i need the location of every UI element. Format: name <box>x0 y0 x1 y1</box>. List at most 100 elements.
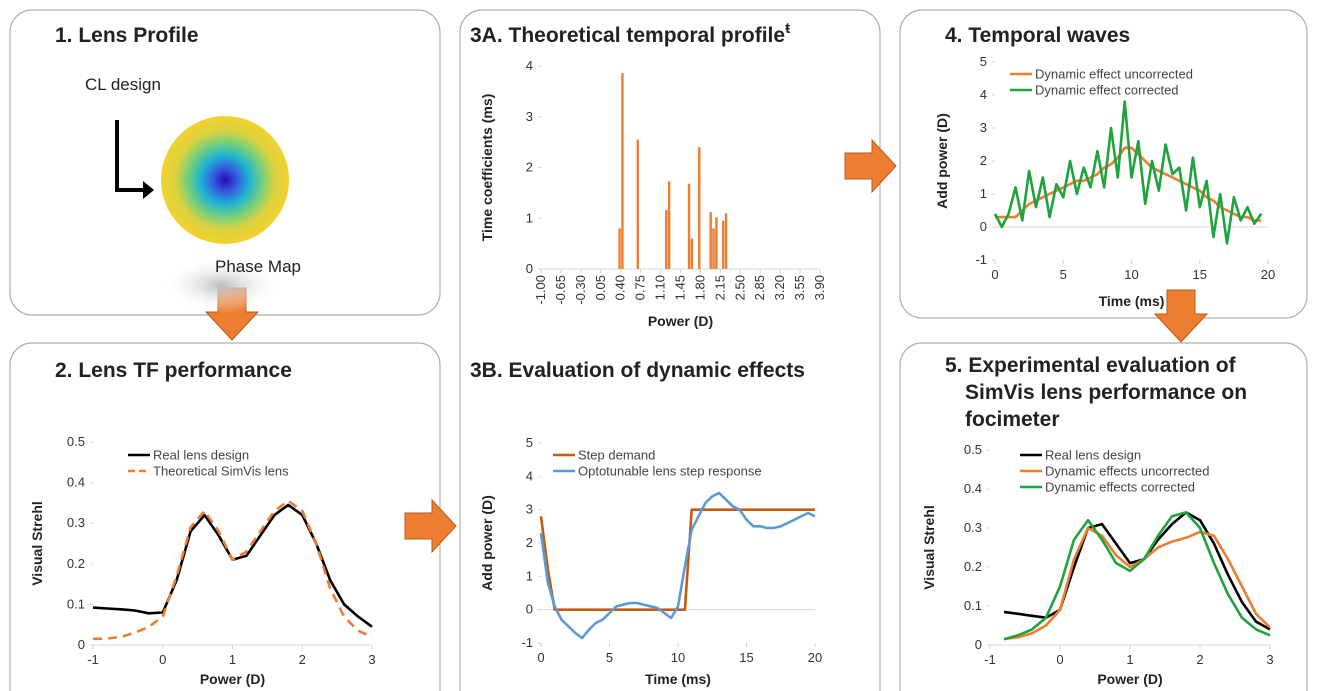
bar <box>636 139 639 269</box>
bar <box>724 213 728 269</box>
y-tick-label: 0.1 <box>964 598 982 613</box>
legend-label: Dynamic effect corrected <box>1035 83 1179 98</box>
panel-5 <box>899 342 1308 691</box>
x-tick-label: 0 <box>991 267 998 282</box>
x-tick-label: 3 <box>1266 652 1273 667</box>
y-tick-label: 1 <box>526 210 533 225</box>
panel-title: focimeter <box>965 408 1060 431</box>
y-tick-label: 3 <box>980 120 987 135</box>
legend-label: Optotunable lens step response <box>578 464 762 479</box>
y-axis-label: Visual Strehl <box>921 505 937 590</box>
y-tick-label: 0.5 <box>67 434 85 449</box>
x-tick-label: -1 <box>984 652 996 667</box>
x-tick-label: 1 <box>229 652 236 667</box>
title-text: 2. Lens TF performance <box>55 359 292 382</box>
x-tick-label: 2 <box>1196 652 1203 667</box>
y-tick-label: 2 <box>526 160 533 175</box>
y-tick-label: 0.2 <box>67 556 85 571</box>
shadow <box>162 257 282 313</box>
x-tick-label: 0 <box>159 652 166 667</box>
x-axis-label: Time (ms) <box>1099 293 1165 309</box>
y-tick-label: 3 <box>526 502 533 517</box>
x-tick-label: 0.05 <box>593 275 608 300</box>
series-line <box>539 508 815 611</box>
y-tick-label: 4 <box>980 87 987 102</box>
x-tick-label: 2.15 <box>712 275 727 300</box>
x-tick-label: 1 <box>1126 652 1133 667</box>
x-tick-label: 3.55 <box>792 275 807 300</box>
x-tick-label: -1 <box>87 652 99 667</box>
y-tick-label: 4 <box>526 468 533 483</box>
x-axis-label: Power (D) <box>648 313 713 329</box>
x-tick-label: 0 <box>537 650 544 665</box>
panel-title: 1. Lens Profile <box>55 24 199 47</box>
bar <box>618 228 621 269</box>
x-tick-label: 0.40 <box>613 275 628 300</box>
y-tick-label: 0.3 <box>67 515 85 530</box>
x-tick-label: 2 <box>299 652 306 667</box>
y-tick-label: 4 <box>526 58 533 73</box>
title-text: 4. Temporal waves <box>945 24 1130 47</box>
bar <box>687 183 691 269</box>
series-line <box>1003 526 1271 641</box>
y-tick-label: 5 <box>526 435 533 450</box>
design-label: CL design <box>85 75 161 94</box>
y-tick-label: 0.1 <box>67 596 85 611</box>
y-tick-label: 0.5 <box>964 442 982 457</box>
title-text: 3B. Evaluation of dynamic effects <box>470 359 805 382</box>
panel-title: 5. Experimental evaluation of <box>945 354 1237 377</box>
bar <box>715 217 718 269</box>
x-tick-label: -0.65 <box>553 275 568 305</box>
x-tick-label: 15 <box>739 650 753 665</box>
y-axis-label: Visual Strehl <box>29 501 45 586</box>
y-axis-label: Add power (D) <box>479 495 495 591</box>
x-tick-label: 1.45 <box>673 275 688 300</box>
bar <box>621 73 624 269</box>
panel-title: 2. Lens TF performance <box>55 359 292 382</box>
x-tick-label: 2.85 <box>752 275 767 300</box>
x-tick-label: 3 <box>368 652 375 667</box>
bar <box>722 220 725 269</box>
y-tick-label: 0.2 <box>964 559 982 574</box>
x-tick-label: 2.50 <box>732 275 747 300</box>
x-tick-label: -0.30 <box>573 275 588 305</box>
x-tick-label: 15 <box>1193 267 1207 282</box>
y-tick-label: 0 <box>526 261 533 276</box>
x-tick-label: 20 <box>1261 267 1275 282</box>
y-tick-label: 0 <box>975 637 982 652</box>
map-label: Phase Map <box>215 257 301 276</box>
phase-map <box>161 116 289 244</box>
y-tick-label: 2 <box>526 535 533 550</box>
title-mark: ŧ <box>785 20 790 37</box>
y-axis-label: Add power (D) <box>934 113 950 209</box>
y-tick-label: 0 <box>980 219 987 234</box>
legend-label: Dynamic effect uncorrected <box>1035 67 1193 82</box>
bar <box>690 238 694 269</box>
panel-title: SimVis lens performance on <box>965 381 1247 404</box>
legend-label: Real lens design <box>153 448 249 463</box>
series-line <box>1003 511 1271 641</box>
y-tick-label: 0.4 <box>964 481 982 496</box>
x-axis-label: Power (D) <box>200 671 265 687</box>
x-tick-label: 3.20 <box>772 275 787 300</box>
x-tick-label: 0.75 <box>633 275 648 300</box>
legend-label: Step demand <box>578 448 655 463</box>
x-tick-label: 5 <box>606 650 613 665</box>
x-axis-label: Time (ms) <box>645 671 711 687</box>
legend-label: Dynamic effects uncorrected <box>1045 464 1210 479</box>
x-tick-label: 5 <box>1060 267 1067 282</box>
y-axis-label: Time coefficients (ms) <box>479 94 495 242</box>
y-tick-label: -1 <box>975 252 987 267</box>
y-tick-label: -1 <box>521 635 533 650</box>
y-tick-label: 0 <box>526 602 533 617</box>
x-tick-label: 3.90 <box>812 275 827 300</box>
x-tick-label: 1.10 <box>653 275 668 300</box>
x-tick-label: 10 <box>671 650 685 665</box>
arrow-down <box>1153 289 1209 343</box>
legend-label: Dynamic effects corrected <box>1045 480 1195 495</box>
bar <box>709 212 712 269</box>
series-line <box>92 499 373 641</box>
x-tick-label: 10 <box>1124 267 1138 282</box>
y-tick-label: 0.3 <box>964 520 982 535</box>
